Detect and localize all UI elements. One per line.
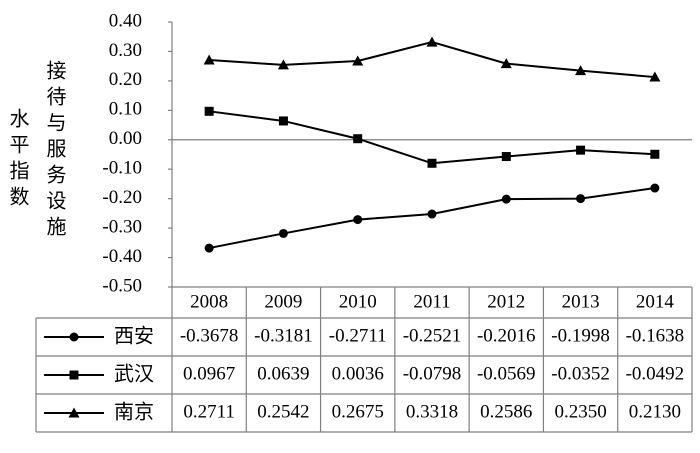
y-tick-label: 0.30 (109, 40, 142, 61)
table-value: -0.2521 (403, 325, 462, 346)
y-tick-label: -0.40 (102, 246, 142, 267)
y-tick-label: 0.00 (109, 128, 142, 149)
table-value: 0.2586 (480, 401, 532, 422)
table-value: -0.0569 (477, 363, 536, 384)
marker (575, 65, 587, 76)
marker (353, 215, 363, 225)
table-value: -0.0492 (626, 363, 685, 384)
table-value: 0.2675 (332, 401, 384, 422)
table-value: 0.2130 (629, 401, 681, 422)
marker (204, 243, 214, 253)
x-tick-label: 2011 (413, 291, 450, 312)
marker (501, 194, 511, 204)
table-value: 0.0967 (183, 363, 235, 384)
marker (353, 134, 363, 144)
marker (277, 59, 289, 70)
table-value: -0.0352 (551, 363, 610, 384)
y-tick-label: 0.10 (109, 99, 142, 120)
y-tick-label: -0.10 (102, 158, 142, 179)
marker (576, 145, 586, 155)
legend-marker (69, 370, 79, 380)
marker (576, 194, 586, 204)
table-value: -0.3181 (254, 325, 313, 346)
y-tick-label: 0.40 (109, 10, 142, 31)
table-value: -0.0798 (403, 363, 462, 384)
legend-label: 武汉 (114, 362, 154, 386)
y-tick-label: 0.20 (109, 69, 142, 90)
x-tick-label: 2012 (487, 291, 525, 312)
marker (650, 183, 660, 193)
x-tick-label: 2010 (339, 291, 377, 312)
marker (352, 55, 364, 66)
y-tick-label: -0.20 (102, 187, 142, 208)
y-tick-label: -0.50 (102, 275, 142, 296)
marker (427, 209, 437, 219)
table-value: 0.2711 (183, 401, 235, 422)
marker (501, 152, 511, 162)
table-value: 0.2350 (554, 401, 606, 422)
legend-marker (68, 407, 80, 418)
marker (500, 58, 512, 69)
x-tick-label: 2009 (264, 291, 302, 312)
table-value: -0.2711 (329, 325, 387, 346)
table-value: 0.2542 (257, 401, 309, 422)
table-value: -0.2016 (477, 325, 536, 346)
y-axis-label: 接待与服务设施 (43, 60, 67, 242)
legend-label: 西安 (114, 324, 154, 348)
x-tick-label: 2008 (190, 291, 228, 312)
x-tick-label: 2014 (636, 291, 675, 312)
table-value: 0.0639 (257, 363, 309, 384)
y-axis-label: 水平指数 (6, 108, 30, 212)
table-value: -0.1998 (551, 325, 610, 346)
marker (426, 36, 438, 47)
series-line (209, 110, 655, 165)
legend-label: 南京 (114, 400, 154, 424)
legend-marker (69, 332, 79, 342)
y-tick-label: -0.30 (102, 216, 142, 237)
table-value: -0.3678 (180, 325, 239, 346)
table-value: -0.1638 (626, 325, 685, 346)
table-value: 0.3318 (406, 401, 458, 422)
marker (427, 158, 437, 168)
marker (203, 54, 215, 65)
table-value: 0.0036 (332, 363, 384, 384)
series-line (209, 41, 655, 79)
marker (204, 106, 214, 116)
x-tick-label: 2013 (562, 291, 600, 312)
marker (650, 149, 660, 159)
marker (649, 71, 661, 82)
marker (278, 228, 288, 238)
marker (278, 116, 288, 126)
